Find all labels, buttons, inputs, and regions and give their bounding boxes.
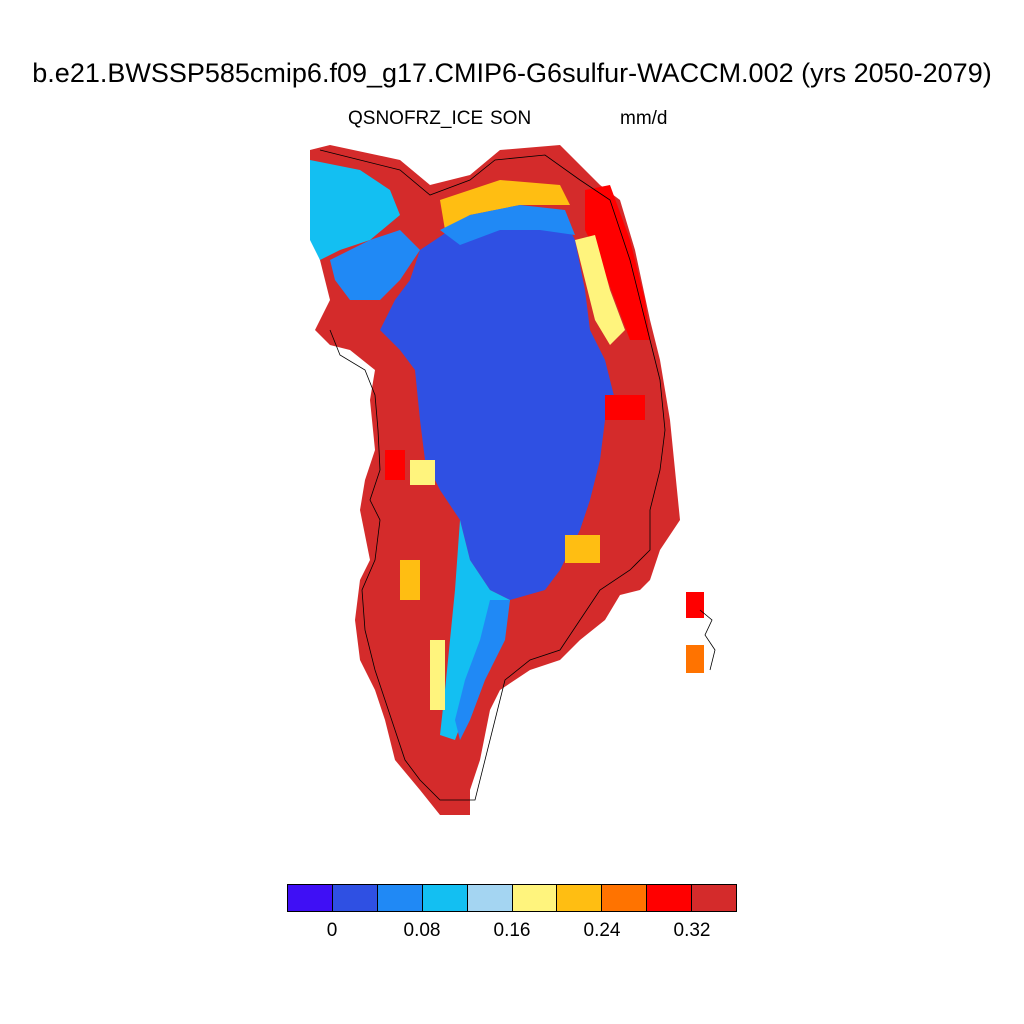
colorbar-tick-label: 0.32	[673, 920, 711, 941]
season-label: SON	[490, 108, 532, 129]
colorbar-cell	[647, 885, 693, 911]
west-fringe-spot	[400, 560, 420, 600]
colorbar-tick-label: 0	[326, 920, 338, 941]
island-pixel	[686, 592, 704, 618]
figure-title: b.e21.BWSSP585cmip6.f09_g17.CMIP6-G6sulf…	[32, 58, 992, 88]
north-fringe-2	[440, 205, 575, 245]
colorbar-cell	[557, 885, 603, 911]
colorbar-tick-label: 0.24	[583, 920, 621, 941]
colorbar-cell	[377, 885, 423, 911]
west-fringe-spot-4	[410, 460, 435, 485]
ice-margin-band-2	[455, 600, 510, 740]
island-pixel-2	[686, 645, 704, 673]
coastline	[319, 149, 666, 801]
ice-interior	[380, 205, 615, 600]
units-label: mm/d	[620, 108, 668, 129]
nw-fringe	[310, 160, 400, 260]
east-fringe-2	[575, 235, 625, 345]
ice-margin-band	[440, 520, 510, 740]
nw-fringe-2	[330, 230, 420, 300]
colorbar-cell	[422, 885, 468, 911]
east-fringe-spot	[565, 535, 600, 563]
coastline-island	[699, 609, 716, 671]
colorbar-cell	[512, 885, 558, 911]
east-fringe-spot-2	[605, 395, 645, 420]
west-fringe-spot-3	[385, 450, 405, 480]
colorbar-cell	[692, 885, 737, 911]
colorbar-cell	[332, 885, 378, 911]
variable-label: QSNOFRZ_ICE	[348, 108, 484, 129]
north-fringe	[440, 180, 570, 230]
east-fringe	[585, 185, 650, 340]
colorbar-cell	[288, 885, 333, 911]
colorbar	[287, 884, 737, 912]
colorbar-cell	[602, 885, 648, 911]
colorbar-tick-label: 0.08	[403, 920, 441, 941]
colorbar-cell	[467, 885, 513, 911]
colorbar-tick-label: 0.16	[493, 920, 531, 941]
west-fringe-spot-2	[430, 640, 445, 710]
